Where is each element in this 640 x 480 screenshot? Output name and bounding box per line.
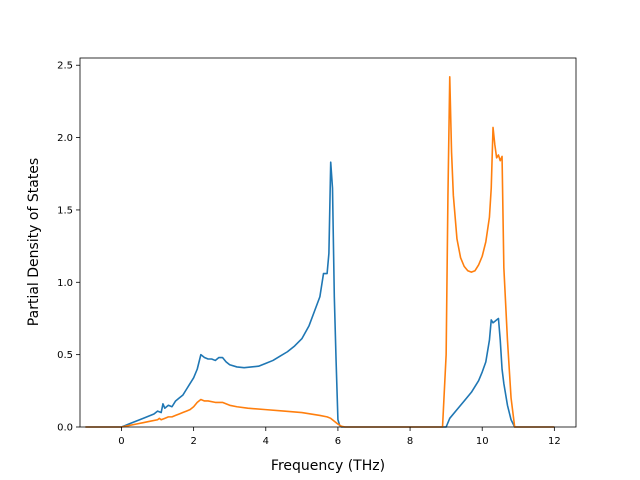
plot-frame: [79, 57, 577, 428]
x-tick-label: 0: [118, 436, 124, 447]
x-axis-label: Frequency (THz): [271, 458, 385, 474]
y-axis-ticks: 0.0 0.5 1.0 1.5 2.0 2.5: [57, 61, 80, 434]
x-tick-label: 8: [407, 436, 413, 447]
x-tick-label: 10: [476, 436, 489, 447]
y-axis-label: Partial Density of States: [26, 158, 42, 326]
y-tick-label: 1.5: [57, 205, 73, 216]
x-tick-label: 6: [335, 436, 341, 447]
series-line-1: [85, 161, 555, 428]
x-tick-label: 2: [190, 436, 196, 447]
y-tick-label: 2.0: [57, 133, 73, 144]
y-tick-label: 2.5: [57, 61, 73, 72]
x-tick-label: 12: [548, 436, 561, 447]
series-line-2: [85, 76, 555, 428]
x-tick-label: 4: [263, 436, 269, 447]
y-tick-label: 1.0: [57, 278, 73, 289]
y-tick-label: 0.5: [57, 350, 73, 361]
x-axis-ticks: 0 2 4 6 8 10 12: [118, 427, 561, 447]
y-tick-label: 0.0: [57, 423, 73, 434]
series-layer: [85, 76, 555, 428]
